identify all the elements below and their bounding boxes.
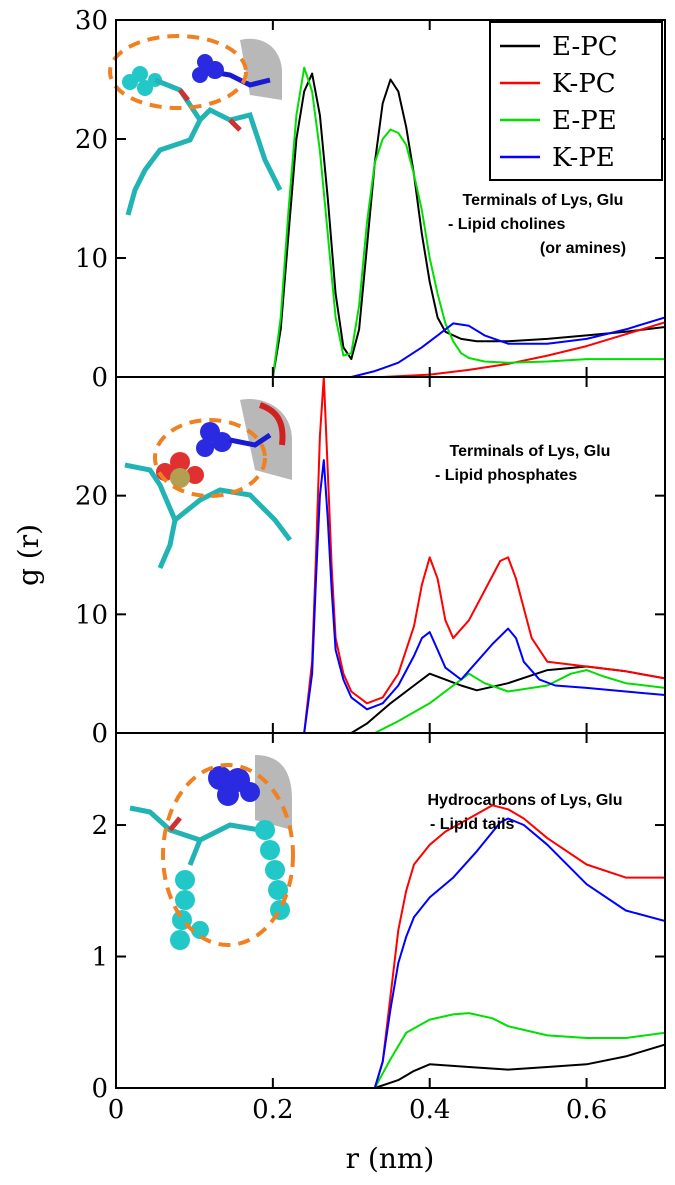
- panel-annotation: - Lipid phosphates: [435, 467, 577, 484]
- series-line-k-pe: [351, 316, 665, 377]
- series-line-e-pe: [374, 669, 665, 733]
- panel-annotation: Terminals of Lys, Glu: [463, 192, 624, 209]
- y-tick-label: 20: [75, 125, 108, 155]
- y-tick-label: 10: [75, 600, 108, 630]
- panel-annotation: Hydrocarbons of Lys, Glu: [428, 792, 623, 809]
- panel-annotation: - Lipid tails: [430, 816, 515, 833]
- panel-2: 0 10 20 Terminals of Lys, Glu - Lipid phosph…: [75, 376, 666, 749]
- panel-annotation: Terminals of Lys, Glu: [450, 443, 611, 460]
- y-tick-label: 10: [75, 244, 108, 274]
- legend: E-PC K-PC E-PE K-PE: [489, 21, 663, 181]
- x-tick-label: 0.4: [409, 1095, 450, 1125]
- series-line-k-pe: [303, 459, 665, 733]
- series-line-k-pc: [303, 377, 665, 733]
- x-axis-title: r (nm): [346, 1142, 435, 1175]
- legend-label-k-pc: K-PC: [552, 69, 616, 99]
- y-tick-label: 0: [91, 719, 108, 749]
- y-tick-label: 2: [91, 811, 108, 841]
- series-line-k-pc: [382, 321, 665, 377]
- legend-label-k-pe: K-PE: [552, 143, 615, 173]
- panel-frame: [115, 732, 666, 1089]
- x-tick-label: 0.2: [252, 1095, 293, 1125]
- series-line-e-pe: [373, 1012, 665, 1088]
- panel-annotation: (or amines): [540, 240, 626, 257]
- legend-box: [489, 21, 663, 181]
- y-axis-title: g (r): [12, 524, 45, 586]
- y-tick-label: 0: [91, 363, 108, 393]
- series-line-e-pc: [271, 72, 665, 377]
- y-tick-label: 30: [75, 6, 108, 36]
- series-line-e-pc: [374, 1043, 665, 1088]
- y-tick-label: 20: [75, 482, 108, 512]
- inset-molecule-3: [129, 755, 295, 950]
- inset-molecule-1: [108, 34, 283, 216]
- y-tick-label: 1: [91, 943, 108, 973]
- series-line-k-pc: [373, 804, 665, 1088]
- panel-3: 0 1 2 Hydrocarbons of Lys, Glu - Lipid tails: [91, 732, 666, 1104]
- legend-label-e-pc: E-PC: [552, 32, 618, 62]
- series-line-k-pe: [373, 817, 665, 1088]
- x-tick-label: 0: [108, 1095, 125, 1125]
- panel-1: 0 10 20 30 Terminals of Lys, Glu - Lipid chol…: [75, 6, 666, 393]
- x-tick-label: 0.6: [566, 1095, 607, 1125]
- y-tick-label: 0: [91, 1074, 108, 1104]
- legend-label-e-pe: E-PE: [552, 106, 617, 136]
- panel-annotation: - Lipid cholines: [448, 216, 565, 233]
- series-line-e-pe: [271, 66, 665, 377]
- inset-molecule-2: [124, 399, 292, 569]
